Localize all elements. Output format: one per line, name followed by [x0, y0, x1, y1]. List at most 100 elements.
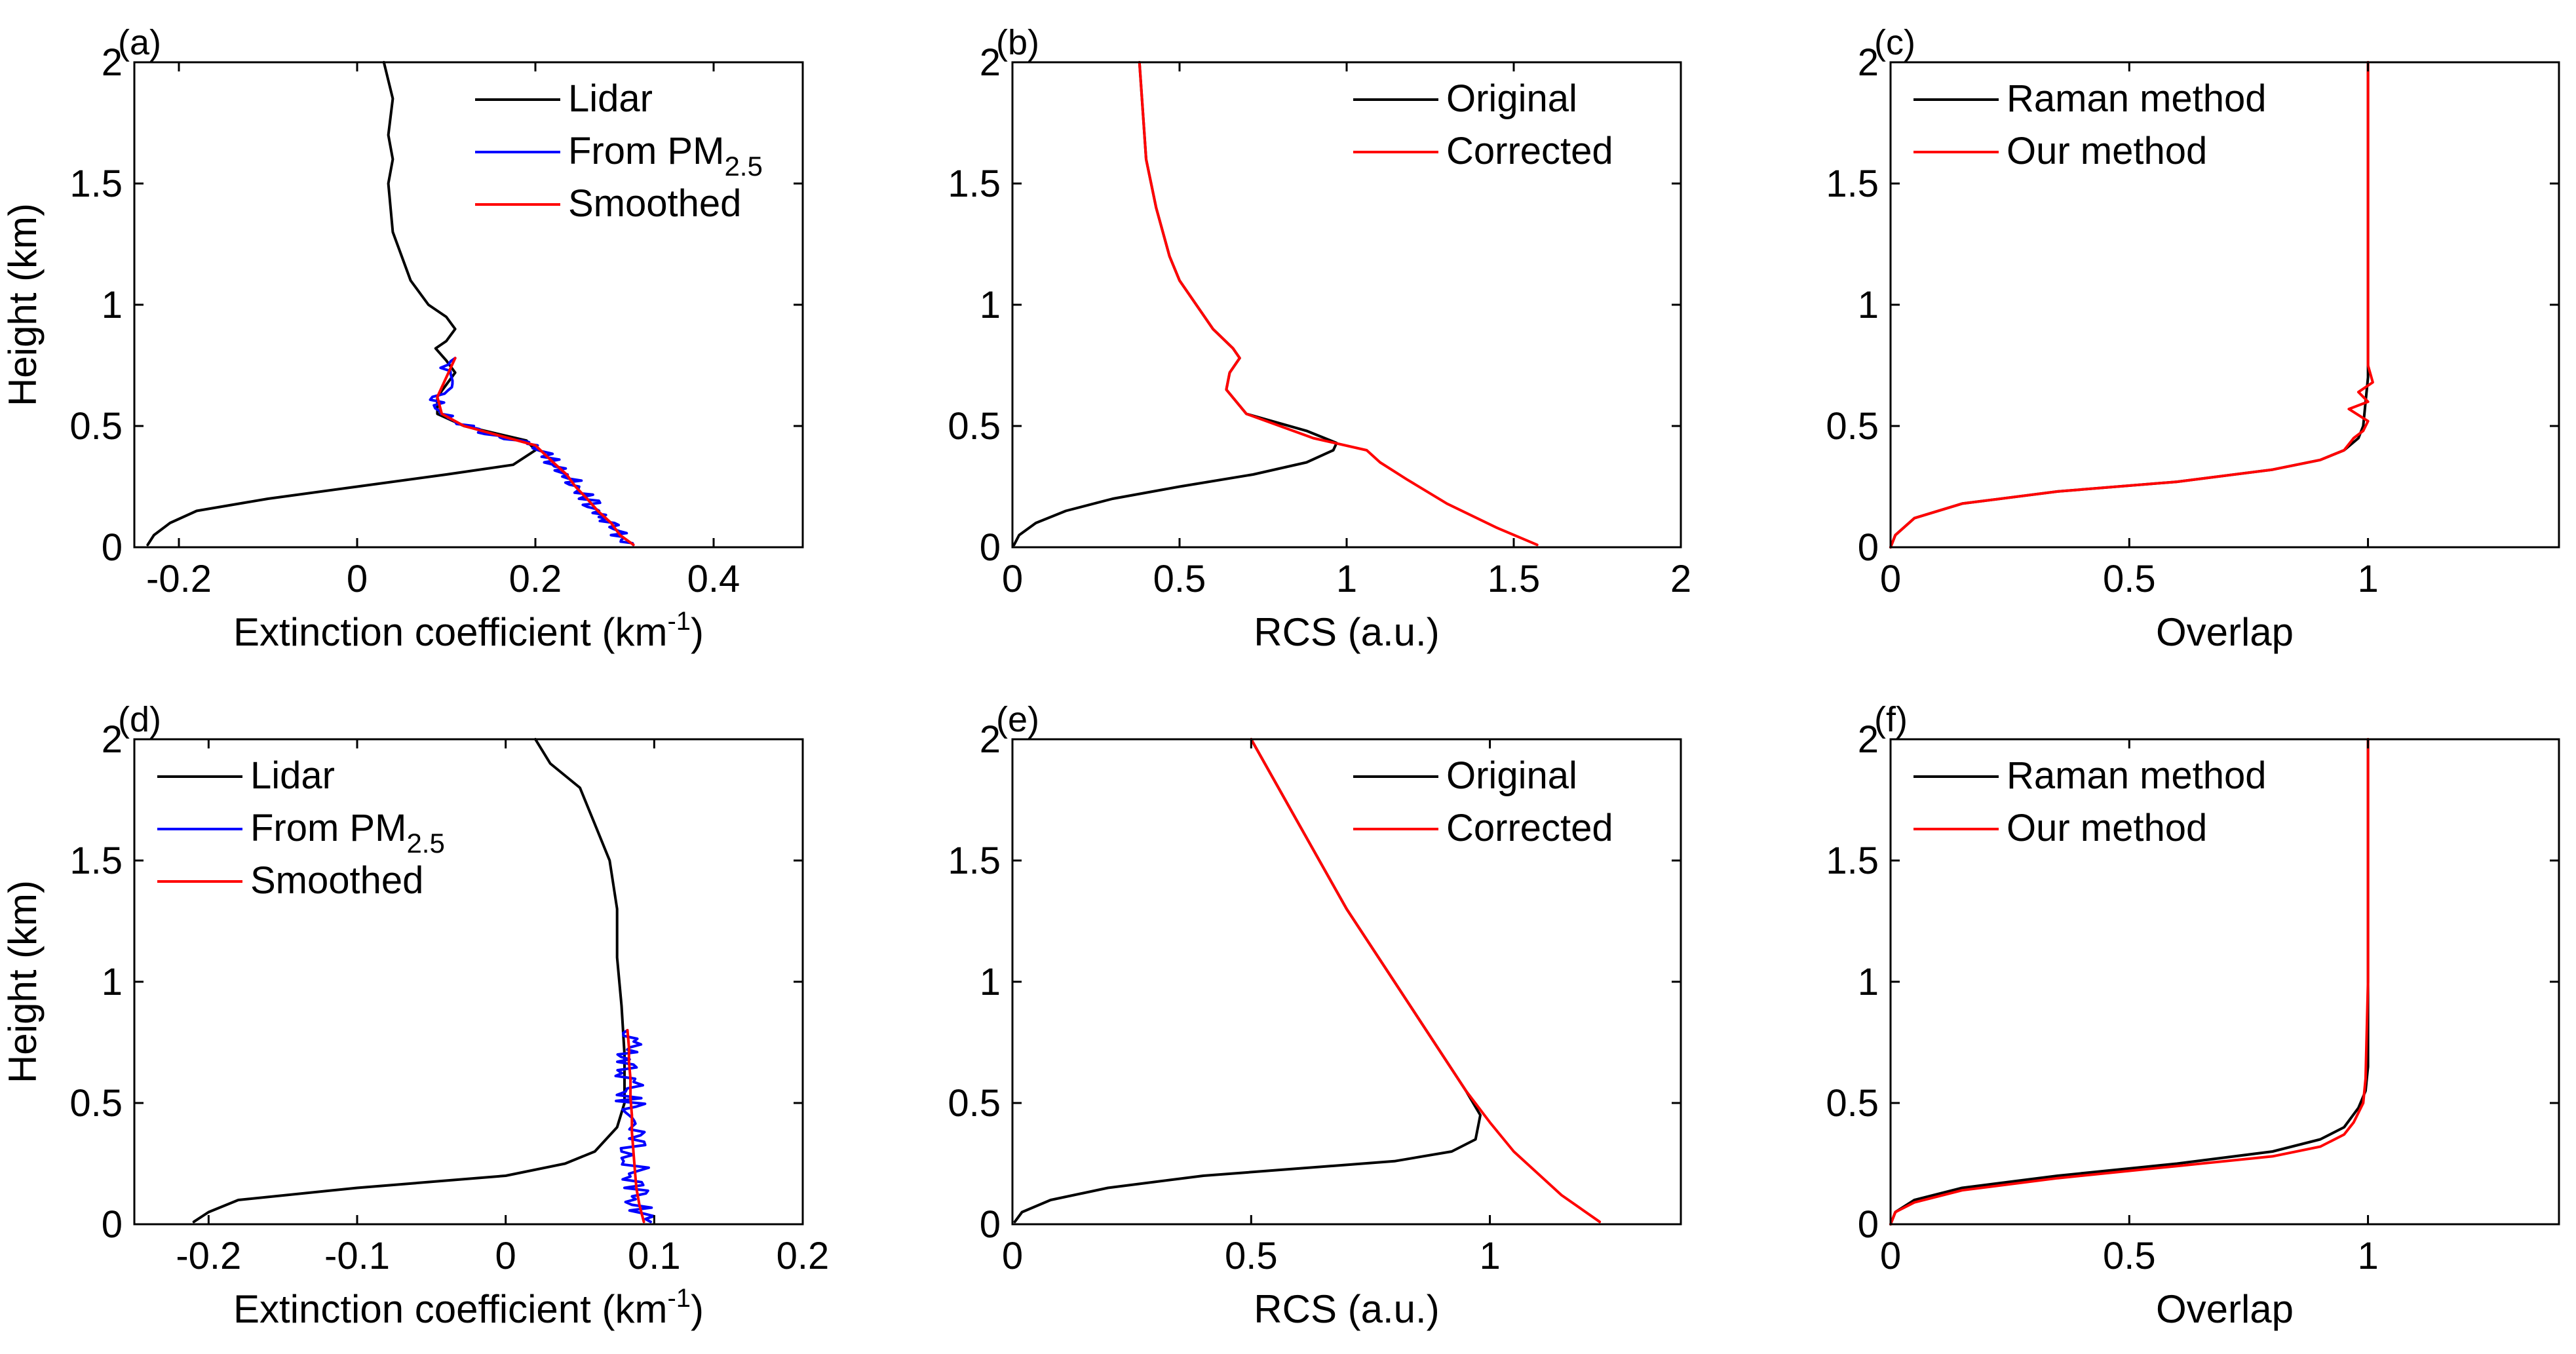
y-tick-label: 0	[980, 1203, 1001, 1246]
series-line-original	[1013, 738, 1482, 1224]
x-axis-label-text: RCS (a.u.)	[1254, 610, 1439, 654]
x-axis-label: Overlap	[2156, 1287, 2294, 1331]
legend-label: Original	[1446, 77, 1577, 120]
y-tick-label: 1	[102, 961, 123, 1003]
plot-area	[1889, 738, 2370, 1226]
plot-area	[1012, 61, 1539, 547]
x-tick-label: 0.2	[777, 1235, 830, 1277]
series-line-smoothed	[626, 1029, 645, 1224]
axes-frame	[133, 738, 804, 1226]
legend-label-text: Our method	[2007, 130, 2207, 172]
legend-label: Our method	[2007, 807, 2207, 849]
plot-area	[192, 738, 655, 1224]
legend: Raman method Our method	[1913, 754, 2267, 849]
x-tick-label: 1	[2357, 558, 2378, 600]
y-tick-label: 1.5	[69, 840, 123, 882]
y-tick-label: 1	[1858, 961, 1879, 1003]
legend-label-text: Original	[1446, 77, 1577, 120]
axes-frame	[1889, 738, 2560, 1226]
x-tick-label: 0.1	[628, 1235, 681, 1277]
y-tick-label: 1.5	[1826, 163, 1879, 205]
legend-label: Corrected	[1446, 130, 1613, 172]
panel-d: (d) -0.2 -0.1 0 0.1 0.2 0 0.5 1 1.5 2 Extinction co…	[1, 700, 829, 1331]
legend-label-text: Raman method	[2007, 754, 2267, 797]
x-tick-label: 0	[1880, 1235, 1901, 1277]
series-line-raman-method	[1889, 738, 2370, 1226]
legend: Raman method Our method	[1913, 77, 2267, 172]
panel-label: (b)	[996, 23, 1039, 62]
panel-b: (b) 0 0.5 1 1.5 2 0 0.5 1 1.5 2 RCS (a.u.) Original C…	[948, 23, 1691, 654]
legend-label-text: Corrected	[1446, 807, 1613, 849]
y-tick-label: 0.5	[948, 1082, 1001, 1125]
legend-label: Smoothed	[568, 182, 741, 225]
legend-label: Raman method	[2007, 77, 2267, 120]
x-tick-label: 0.5	[1153, 558, 1206, 600]
y-tick-label: 1	[980, 284, 1001, 326]
y-tick-label: 0	[980, 526, 1001, 569]
legend-label-text: Smoothed	[568, 182, 741, 225]
y-tick-label: 1.5	[948, 840, 1001, 882]
y-tick-label: 0.5	[69, 405, 123, 448]
legend-label-sub: 2.5	[724, 151, 762, 182]
series-line-our-method	[1889, 61, 2374, 549]
panel-a: (a) -0.2 0 0.2 0.4 0 0.5 1 1.5 2 Extinction coeffi…	[1, 23, 804, 654]
x-axis-label-sup: -1	[667, 607, 691, 636]
x-axis-label-text: Extinction coefficient (km	[233, 610, 668, 654]
series-line-lidar	[146, 61, 537, 547]
x-tick-label: 0.5	[2103, 558, 2156, 600]
panel-label: (a)	[118, 23, 161, 62]
x-axis-label: Extinction coefficient (km-1)	[233, 607, 704, 654]
legend-label: Original	[1446, 754, 1577, 797]
legend-label: From PM2.5	[568, 130, 763, 182]
x-axis-label-text: RCS (a.u.)	[1254, 1287, 1439, 1331]
y-tick-label: 0	[102, 1203, 123, 1246]
panel-label: (e)	[996, 700, 1039, 739]
panel-e: (e) 0 0.5 1 0 0.5 1 1.5 2 RCS (a.u.) Original Corre…	[948, 700, 1682, 1331]
y-tick-label: 0.5	[69, 1082, 123, 1125]
legend-label-sub: 2.5	[406, 828, 444, 859]
legend-label: Lidar	[568, 77, 653, 120]
x-tick-label: 0.5	[1225, 1235, 1278, 1277]
x-tick-label: 0	[347, 558, 368, 600]
legend-label-text: Raman method	[2007, 77, 2267, 120]
y-tick-label: 2	[980, 41, 1001, 84]
legend-label-text: Lidar	[250, 754, 335, 797]
legend-label: Lidar	[250, 754, 335, 797]
x-tick-label: -0.2	[176, 1235, 241, 1277]
x-tick-label: 0	[1880, 558, 1901, 600]
series-line-corrected	[1138, 61, 1539, 547]
x-tick-label: 1	[1336, 558, 1357, 600]
x-axis-label-text: Overlap	[2156, 1287, 2294, 1331]
legend-label-text: Smoothed	[250, 859, 423, 902]
legend-label-text: Our method	[2007, 807, 2207, 849]
y-tick-label: 1.5	[1826, 840, 1879, 882]
x-tick-label: 0	[495, 1235, 516, 1277]
panel-label: (f)	[1874, 700, 1908, 739]
x-tick-label: 0.2	[509, 558, 562, 600]
legend-label-text: From PM	[568, 130, 724, 172]
legend-label-text: Original	[1446, 754, 1577, 797]
x-tick-label: 0	[1002, 558, 1023, 600]
legend-label-text: From PM	[250, 807, 406, 849]
x-axis-label-text: Overlap	[2156, 610, 2294, 654]
panel-c: (c) 0 0.5 1 0 0.5 1 1.5 2 Overlap Raman method Our …	[1826, 23, 2560, 654]
legend-label-text: Lidar	[568, 77, 653, 120]
y-tick-label: 2	[980, 718, 1001, 761]
y-tick-label: 1.5	[69, 163, 123, 205]
panel-label: (c)	[1874, 23, 1915, 62]
x-tick-label: 1.5	[1488, 558, 1541, 600]
legend: Original Corrected	[1353, 77, 1613, 172]
plot-area	[1889, 61, 2374, 549]
y-tick-label: 1.5	[948, 163, 1001, 205]
series-line-our-method	[1889, 738, 2370, 1226]
y-tick-label: 0	[1858, 526, 1879, 569]
legend-label: Raman method	[2007, 754, 2267, 797]
x-axis-label: RCS (a.u.)	[1254, 610, 1439, 654]
y-tick-label: 1	[980, 961, 1001, 1003]
x-axis-label-text: Extinction coefficient (km	[233, 1287, 668, 1331]
panel-f: (f) 0 0.5 1 0 0.5 1 1.5 2 Overlap Raman method Our …	[1826, 700, 2560, 1331]
legend-label: Our method	[2007, 130, 2207, 172]
